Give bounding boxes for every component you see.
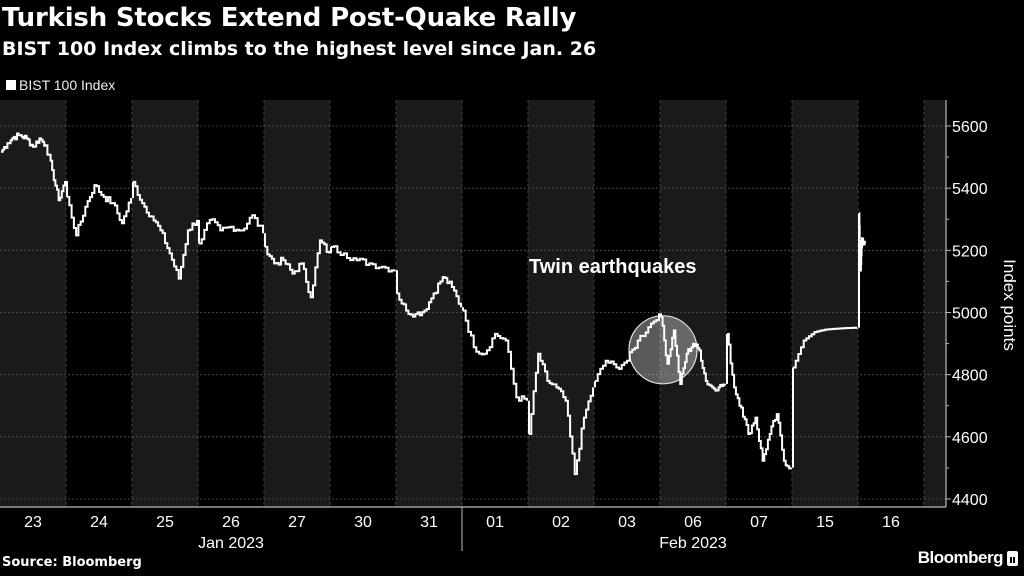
bloomberg-chart-icon [1007,550,1018,566]
day-band [264,100,330,507]
chart-title: Turkish Stocks Extend Post-Quake Rally [2,3,577,33]
x-tick-label: 01 [486,514,504,531]
x-tick-label: 24 [90,514,108,531]
day-band [0,100,66,507]
month-label: Jan 2023 [198,535,264,552]
y-axis-label: Index points [1000,259,1019,351]
series-line-16 [858,212,866,272]
x-tick-label: 30 [354,514,372,531]
legend: BIST 100 Index [6,77,115,93]
series-line-30 [331,245,396,273]
source-note: Source: Bloomberg [2,555,142,570]
day-band [924,100,946,507]
y-tick-label: 5600 [952,119,988,136]
x-tick-label: 06 [684,514,702,531]
series-line-01 [463,309,528,402]
y-tick-label: 4800 [952,368,988,385]
series-line-25 [133,180,198,280]
series-line-02 [529,352,594,476]
series-line-31 [397,276,462,318]
brand-name: Bloomberg [917,548,1004,567]
month-label: Feb 2023 [659,535,727,552]
x-tick-label: 07 [750,514,768,531]
y-tick-label: 5200 [952,243,988,260]
day-band [660,100,726,507]
series-line-03 [595,313,660,382]
series-line-23 [1,132,66,202]
annotation-label: Twin earthquakes [529,256,696,278]
x-tick-label: 03 [618,514,636,531]
series-line-15 [793,326,858,369]
y-tick-label: 4400 [952,492,988,509]
legend-swatch [6,80,16,90]
series-line-07 [727,332,792,470]
y-tick-label: 5000 [952,306,988,323]
x-tick-label: 16 [882,514,900,531]
x-tick-label: 23 [24,514,42,531]
x-tick-label: 25 [156,514,174,531]
day-band [132,100,198,507]
x-tick-label: 02 [552,514,570,531]
series-line-06 [661,316,726,392]
x-tick-label: 27 [288,514,306,531]
day-band [792,100,858,507]
chart-subtitle: BIST 100 Index climbs to the highest lev… [2,38,597,60]
series-line-24 [67,184,132,237]
y-tick-label: 4600 [952,430,988,447]
x-tick-label: 15 [816,514,834,531]
series-line-26 [199,214,264,245]
x-tick-label: 31 [420,514,438,531]
x-tick-label: 26 [222,514,240,531]
bloomberg-logo: Bloomberg [918,548,1018,568]
day-band [528,100,594,507]
series-line-27 [265,239,330,299]
y-tick-label: 5400 [952,181,988,198]
legend-label: BIST 100 Index [19,77,116,93]
